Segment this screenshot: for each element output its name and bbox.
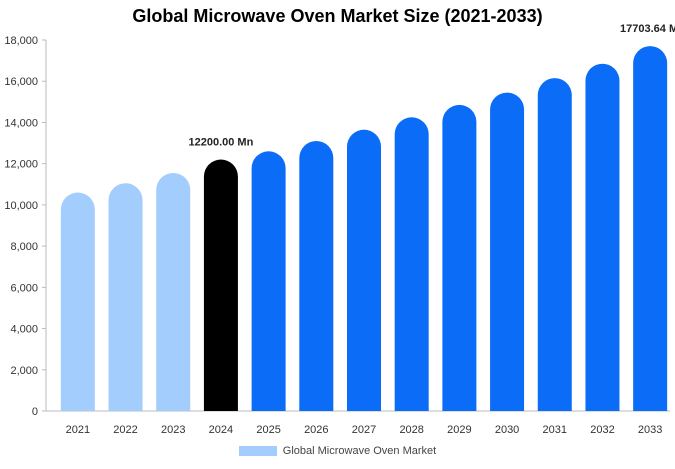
bar-2026 — [299, 140, 334, 411]
bar-2027 — [347, 129, 381, 411]
bars — [60, 46, 668, 412]
bar-2030 — [490, 92, 525, 411]
y-tick-label: 18,000 — [4, 35, 38, 47]
x-tick-label: 2024 — [209, 424, 233, 436]
y-tick-label: 8,000 — [10, 241, 38, 253]
y-tick-label: 12,000 — [4, 159, 38, 171]
bar-2021 — [60, 192, 95, 411]
legend-label: Global Microwave Oven Market — [282, 445, 437, 457]
bar-2023 — [156, 172, 191, 411]
bar-chart: 0 2,000 4,000 6,000 8,000 10,000 12,000 14,000 1… — [4, 23, 675, 436]
y-tick-label: 0 — [32, 406, 38, 418]
x-tick-label: 2032 — [590, 424, 614, 436]
x-tick-label: 2021 — [66, 424, 90, 436]
y-tick-label: 6,000 — [10, 282, 38, 294]
labels: 2021 2022 2023 2024 2025 2026 2027 2028 2029 2030… — [66, 23, 675, 436]
x-tick-label: 2028 — [399, 424, 423, 436]
x-tick-label: 2027 — [352, 424, 376, 436]
bar-2031 — [537, 78, 572, 411]
bar-2033 — [633, 46, 668, 412]
bar-2025 — [251, 151, 286, 412]
y-tick-label: 16,000 — [4, 76, 38, 88]
x-tick-label: 2023 — [161, 424, 185, 436]
bar-2024 — [203, 159, 238, 411]
y-tick-label: 14,000 — [4, 117, 38, 129]
y-tick-label: 4,000 — [10, 324, 38, 336]
x-tick-label: 2025 — [256, 424, 280, 436]
y-tick-label: 2,000 — [10, 365, 38, 377]
bar-2029 — [442, 104, 477, 412]
legend: Global Microwave Oven Market — [0, 445, 675, 457]
x-tick-label: 2030 — [495, 424, 519, 436]
x-tick-label: 2033 — [638, 424, 662, 436]
x-tick-label: 2026 — [304, 424, 328, 436]
data-label-2024: 12200.00 Mn — [189, 137, 254, 149]
legend-swatch — [238, 446, 277, 456]
bar-2022 — [108, 183, 143, 411]
chart-title: Global Microwave Oven Market Size (2021-… — [132, 6, 543, 26]
x-tick-label: 2022 — [113, 424, 137, 436]
x-tick-label: 2029 — [447, 424, 471, 436]
x-tick-label: 2031 — [543, 424, 567, 436]
bar-2032 — [585, 63, 620, 412]
y-tick-label: 10,000 — [4, 200, 38, 212]
data-label-2033: 17703.64 M — [620, 23, 675, 35]
bar-2028 — [394, 117, 429, 411]
